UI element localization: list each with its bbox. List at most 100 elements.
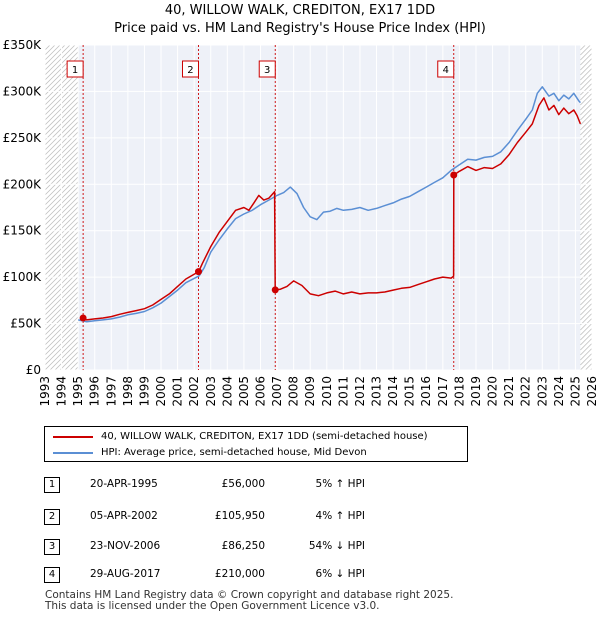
x-tick-label: 2021 — [502, 376, 516, 407]
sale-point — [271, 286, 279, 294]
transaction-row: 4 29-AUG-2017 £210,000 6% ↓ HPI — [40, 564, 440, 584]
y-tick-label: £300K — [3, 84, 43, 98]
hatch-right-stroke — [580, 318, 593, 331]
hatch-right-stroke — [580, 83, 593, 96]
transaction-price: £56,000 — [221, 478, 265, 490]
marker-label-box — [258, 60, 276, 78]
hatch-right-stroke — [580, 103, 593, 116]
hatch-right-stroke — [580, 248, 593, 261]
hatch-right-stroke — [580, 358, 593, 371]
transaction-number-badge: 3 — [44, 539, 60, 555]
x-tick-label: 2025 — [568, 376, 582, 407]
legend-label-property: 40, WILLOW WALK, CREDITON, EX17 1DD (sem… — [101, 431, 428, 442]
hatch-right-stroke — [580, 283, 593, 296]
x-tick-label: 2023 — [535, 376, 549, 407]
hatch-right-stroke — [580, 323, 593, 336]
series-line-hpi — [78, 86, 581, 323]
series-group — [78, 86, 582, 323]
hatch-right-stroke — [580, 58, 593, 71]
hatch-right-stroke — [580, 338, 593, 351]
hatch-right-stroke — [580, 163, 593, 176]
x-tick-label: 2016 — [419, 376, 433, 407]
x-tick-label: 2011 — [336, 376, 350, 407]
hatch-left-stroke — [44, 44, 56, 56]
transaction-number-badge: 2 — [44, 509, 60, 525]
transaction-hpi-diff: 6% ↓ HPI — [315, 568, 365, 580]
y-tick-label: £150K — [3, 224, 43, 238]
footer-copyright: Contains HM Land Registry data © Crown c… — [45, 589, 454, 601]
hatch-right-stroke — [580, 183, 593, 196]
marker-label-group: 1 2 3 4 — [66, 60, 455, 78]
y-tick-label: £350K — [3, 38, 43, 52]
x-tick-label: 2024 — [552, 376, 566, 407]
legend-swatch-hpi — [53, 451, 93, 454]
hatch-left-stroke — [69, 361, 79, 371]
marker-label-box — [66, 60, 84, 78]
x-tick-label: 2015 — [403, 376, 417, 407]
hatch-right-stroke — [580, 63, 593, 76]
hatch-right-stroke — [580, 333, 593, 346]
chart-subtitle: Price paid vs. HM Land Registry's House … — [114, 21, 486, 36]
legend-swatch-property — [53, 435, 93, 438]
x-tick-label: 1999 — [137, 376, 151, 407]
x-tick-label: 2012 — [353, 376, 367, 407]
footer: Contains HM Land Registry data © Crown c… — [45, 590, 585, 612]
x-tick-label: 1995 — [71, 376, 85, 407]
footer-licence: This data is licensed under the Open Gov… — [45, 600, 380, 612]
grid-group — [44, 44, 593, 371]
hatch-right-stroke — [580, 253, 593, 266]
transaction-date: 23-NOV-2006 — [90, 540, 161, 552]
legend-item-hpi: HPI: Average price, semi-detached house,… — [53, 445, 367, 460]
hatch-right-stroke — [580, 233, 593, 246]
y-tick-label: £100K — [3, 270, 43, 284]
x-tick-label: 2013 — [370, 376, 384, 407]
x-tick-group: 1993 1994 1995 1996 1997 1998 1999 2000 2001 2002… — [38, 376, 599, 407]
x-tick-label: 2019 — [469, 376, 483, 407]
hatch-right-stroke — [580, 188, 593, 201]
x-tick-label: 2006 — [253, 376, 267, 407]
sale-point — [79, 314, 87, 322]
x-tick-label: 2026 — [585, 376, 599, 407]
legend: 40, WILLOW WALK, CREDITON, EX17 1DD (sem… — [44, 426, 468, 462]
transaction-row: 3 23-NOV-2006 £86,250 54% ↓ HPI — [40, 536, 440, 556]
hatch-left-stroke — [64, 356, 79, 371]
legend-item-property: 40, WILLOW WALK, CREDITON, EX17 1DD (sem… — [53, 429, 428, 444]
marker-label-text: 4 — [443, 65, 449, 76]
hatch-right-stroke — [580, 118, 593, 131]
sale-point — [450, 171, 458, 179]
legend-label-hpi: HPI: Average price, semi-detached house,… — [101, 447, 367, 458]
y-tick-label: £250K — [3, 131, 43, 145]
x-tick-label: 2014 — [386, 376, 400, 407]
hatch-right-stroke — [585, 363, 593, 371]
hatch-right-stroke — [580, 288, 593, 301]
marker-label-box — [437, 60, 455, 78]
series-line-property — [82, 97, 582, 321]
hatch-right-stroke — [580, 208, 593, 221]
chart-title: 40, WILLOW WALK, CREDITON, EX17 1DD — [164, 3, 436, 18]
hatch-right-stroke — [580, 44, 591, 56]
hatch-right-stroke — [580, 298, 593, 311]
transaction-row: 1 20-APR-1995 £56,000 5% ↑ HPI — [40, 474, 440, 494]
hatch-right-stroke — [580, 213, 593, 226]
transaction-row: 2 05-APR-2002 £105,950 4% ↑ HPI — [40, 506, 440, 526]
hatch-right-stroke — [580, 198, 593, 211]
hatch-right-stroke — [580, 143, 593, 156]
hatch-right-stroke — [580, 168, 593, 181]
plot-background — [45, 45, 592, 370]
x-tick-label: 2001 — [171, 376, 185, 407]
transaction-number-badge: 1 — [44, 477, 60, 493]
y-tick-label: £50K — [10, 317, 42, 331]
chart-title-block: 40, WILLOW WALK, CREDITON, EX17 1DD Pric… — [0, 2, 600, 38]
hatch-right-bg — [580, 45, 592, 370]
y-tick-group: £0 £50K £100K £150K £200K £250K £300K £350K — [3, 38, 43, 377]
x-tick-label: 2020 — [486, 376, 500, 407]
transaction-hpi-diff: 5% ↑ HPI — [315, 478, 365, 490]
hatch-right-stroke — [580, 68, 593, 81]
transaction-date: 29-AUG-2017 — [90, 568, 161, 580]
x-tick-label: 2017 — [436, 376, 450, 407]
transaction-price: £105,950 — [214, 510, 265, 522]
x-tick-label: 2003 — [204, 376, 218, 407]
hatch-right-stroke — [580, 263, 593, 276]
hatch-left-stroke — [44, 44, 51, 51]
marker-label-text: 1 — [72, 65, 78, 76]
